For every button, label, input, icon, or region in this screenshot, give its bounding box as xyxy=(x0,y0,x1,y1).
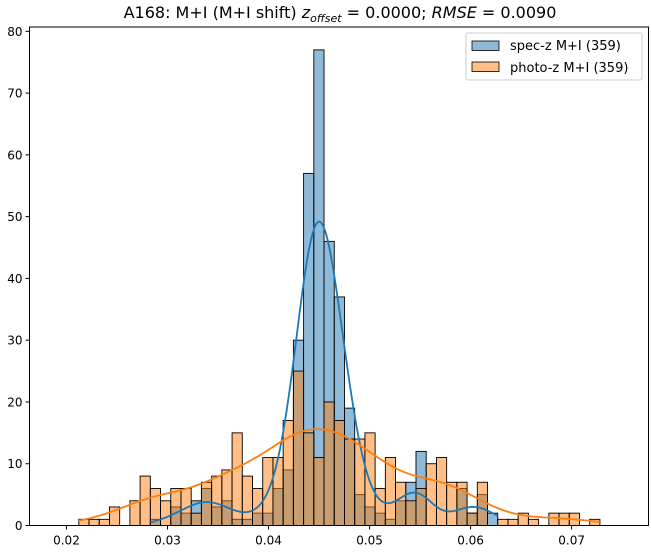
bar-photo-z xyxy=(364,432,376,526)
bar-photo-z xyxy=(527,518,540,526)
bar-photo-z xyxy=(241,475,253,526)
bar-photo-z xyxy=(313,457,325,526)
y-tick-label: 60 xyxy=(7,148,22,162)
x-tick-label: 0.02 xyxy=(53,534,80,548)
y-tick-label: 70 xyxy=(7,87,22,101)
bar-spec-z xyxy=(313,49,325,526)
legend-swatch-photo-z xyxy=(471,61,500,72)
legend: spec-z M+I (359) photo-z M+I (359) xyxy=(465,32,643,81)
bar-photo-z xyxy=(190,512,202,526)
bar-photo-z xyxy=(221,469,233,526)
bar-photo-z xyxy=(548,512,560,526)
y-tick-label: 50 xyxy=(7,210,22,224)
x-tick-label: 0.03 xyxy=(154,534,181,548)
y-tick-label: 20 xyxy=(7,395,22,409)
bar-photo-z xyxy=(374,487,386,526)
kde-layer xyxy=(78,220,601,524)
kde-curve-spec-z xyxy=(150,220,499,524)
bar-photo-z xyxy=(292,370,305,526)
bar-photo-z xyxy=(303,432,315,526)
bar-photo-z xyxy=(88,518,100,526)
bar-photo-z xyxy=(200,481,213,526)
bar-photo-z xyxy=(344,438,356,526)
bar-photo-z xyxy=(211,475,223,526)
y-tick-label: 30 xyxy=(7,334,22,348)
bar-photo-z xyxy=(507,518,519,526)
bar-photo-z xyxy=(497,518,509,526)
legend-label-photo-z: photo-z M+I (359) xyxy=(510,61,628,76)
legend-label-spec-z: spec-z M+I (359) xyxy=(510,39,621,54)
legend-box xyxy=(465,32,643,81)
bar-photo-z xyxy=(98,518,110,526)
bar-photo-z xyxy=(160,500,172,526)
y-tick-label: 10 xyxy=(7,457,22,471)
bar-photo-z xyxy=(170,487,182,526)
x-tick-label: 0.06 xyxy=(457,534,484,548)
bar-photo-z xyxy=(446,481,458,526)
bar-photo-z xyxy=(466,512,478,526)
bar-photo-z xyxy=(323,401,335,526)
bar-photo-z xyxy=(354,438,366,526)
y-tick-label: 0 xyxy=(15,519,23,533)
x-tick-label: 0.07 xyxy=(558,534,585,548)
bar-photo-z xyxy=(435,457,448,526)
bar-photo-z xyxy=(395,481,407,526)
bar-photo-z xyxy=(272,457,284,526)
axes-frame xyxy=(29,26,649,526)
y-tick-label: 40 xyxy=(7,272,22,286)
x-tick-label: 0.04 xyxy=(255,534,282,548)
chart-title: A168: M+I (M+I shift) zoffset = 0.0000; … xyxy=(124,3,557,25)
y-tick-label: 80 xyxy=(7,25,22,39)
x-tick-label: 0.05 xyxy=(356,534,383,548)
bar-photo-z xyxy=(425,463,437,526)
kde-curve-photo-z xyxy=(78,428,601,523)
bars-layer xyxy=(78,49,601,526)
bar-photo-z xyxy=(476,481,488,526)
bar-photo-z xyxy=(405,500,417,526)
axis-ticks: 0.02 0.03 0.04 0.05 0.06 0.07 0 10 20 30 40 50 60 70 8… xyxy=(7,25,585,548)
legend-swatch-spec-z xyxy=(471,40,500,51)
